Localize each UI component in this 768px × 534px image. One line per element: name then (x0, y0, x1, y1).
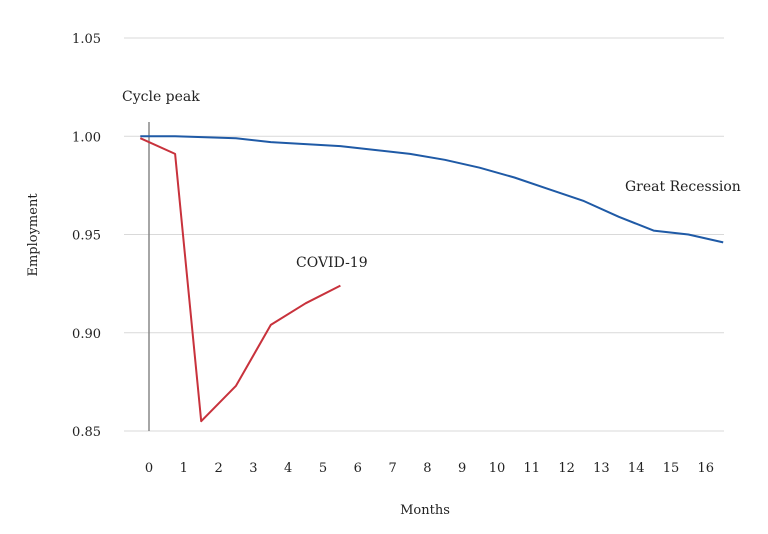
x-tick-label: 14 (628, 461, 645, 476)
x-tick-label: 15 (663, 461, 680, 476)
y-tick-label: 0.85 (72, 425, 101, 440)
x-tick-label: 1 (180, 461, 188, 476)
y-tick-label: 1.00 (72, 130, 101, 145)
covid-label: COVID-19 (296, 255, 368, 271)
x-tick-label: 11 (524, 461, 541, 476)
x-tick-label: 3 (249, 461, 257, 476)
x-tick-label: 6 (354, 461, 362, 476)
y-tick-label: 1.05 (72, 32, 101, 47)
x-tick-label: 13 (593, 461, 610, 476)
x-tick-label: 8 (423, 461, 431, 476)
y-tick-label: 0.90 (72, 327, 101, 342)
cycle-peak-label: Cycle peak (122, 89, 200, 105)
y-tick-label: 0.95 (72, 229, 101, 244)
x-tick-label: 9 (458, 461, 466, 476)
x-tick-label: 0 (145, 461, 153, 476)
series-lines (139, 135, 724, 423)
x-tick-labels: 0 1 2 3 4 5 6 7 8 9 10 11 12 13 14 15 16 (145, 461, 714, 476)
x-tick-label: 2 (214, 461, 222, 476)
x-tick-label: 7 (388, 461, 396, 476)
x-tick-label: 16 (698, 461, 715, 476)
y-tick-labels: 0.85 0.90 0.95 1.00 1.05 (72, 32, 101, 440)
great-recession-series-line (140, 135, 724, 244)
gridlines (124, 37, 724, 432)
x-tick-label: 12 (558, 461, 575, 476)
y-axis-title: Employment (26, 193, 41, 277)
covid-series-line (139, 137, 341, 423)
great-recession-label: Great Recession (625, 179, 741, 195)
x-tick-label: 5 (319, 461, 327, 476)
x-tick-label: 4 (284, 461, 292, 476)
x-tick-label: 10 (489, 461, 506, 476)
x-axis-title: Months (400, 503, 450, 518)
